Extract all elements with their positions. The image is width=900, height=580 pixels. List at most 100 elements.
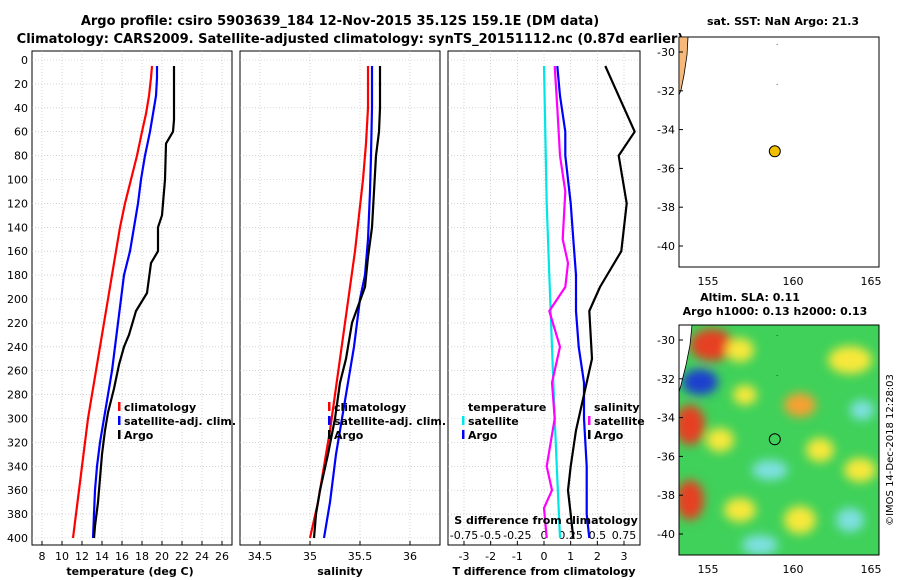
temperature-grid [32,51,232,545]
temperature-panel: 0 20 40 60 80 100 120 140 160 180 200 220 240 260 280 3… [7,50,236,578]
legend-label-temp-satellite: satellite [468,415,519,428]
altimetry-map-frame [678,324,880,556]
s-difference-tick-label: 0.75 [612,529,637,542]
sst-map-island-mark: . [776,39,778,47]
sla-blob [682,369,718,395]
depth-tick-label: 100 [7,174,28,187]
sla-blob [784,393,816,417]
difference-legend-temperature: temperature satellite Argo [462,401,546,442]
x-tick-label: 10 [55,550,69,563]
title-line-2: Climatology: CARS2009. Satellite-adjuste… [17,32,684,47]
depth-tick-label: 400 [7,532,28,545]
lat-tick-label: -32 [657,85,675,98]
x-tick-label: 12 [75,550,89,563]
depth-tick-label: 140 [7,221,28,234]
s-difference-tick-label: 0.25 [558,529,583,542]
series-line-climatology [308,66,370,539]
sla-blob [690,329,734,361]
sst-map-frame [678,36,880,268]
x-tick-label: 2 [594,550,601,563]
depth-tick-label: 260 [7,365,28,378]
temperature-xlabel: temperature (deg C) [66,565,193,578]
sla-blob [733,385,757,405]
difference-legend-salinity: salinity satellite Argo [588,401,645,442]
legend-label-satellite: satellite-adj. clim. [124,415,236,428]
depth-tick-label: 280 [7,389,28,402]
sla-blob [752,460,788,480]
x-tick-label: 35 [303,550,317,563]
series-line-climatology [71,65,154,539]
lat-tick-label: -30 [657,334,675,347]
salinity-axes-box [239,50,441,546]
x-tick-label: 34.5 [248,550,273,563]
x-tick-label: 35.5 [348,550,373,563]
lon-tick-label: 155 [698,275,719,288]
sla-anomaly-blobs [679,329,876,555]
lat-tick-label: -34 [657,412,675,425]
sla-blob [679,480,704,520]
salinity-series [308,66,382,539]
series-line-argo [92,66,176,539]
temperature-axes-box [31,50,233,546]
salinity-tick-labels: 34.5 35 35.5 36 [248,550,417,563]
altimetry-island-mark: . [776,330,778,338]
x-tick-label: -1 [512,550,523,563]
depth-tick-label: 320 [7,436,28,449]
sla-blob [726,338,754,362]
sla-blob [828,346,872,374]
lon-tick-label: 165 [861,275,882,288]
series-line-salinity-argo [566,65,636,539]
depth-tick-label: 120 [7,197,28,210]
salinity-grid [240,51,440,545]
sla-blob [844,458,876,482]
series-line-temperature-argo [556,65,591,539]
s-difference-xlabel: S difference from climatology [454,514,638,527]
lat-tick-label: -38 [657,201,675,214]
sla-blob [836,508,864,532]
float-position-marker [768,433,781,446]
x-tick-label: 0 [541,550,548,563]
lon-tick-label: 155 [698,563,719,576]
lat-tick-label: -40 [657,240,675,253]
legend-title-salinity: salinity [594,401,640,414]
legend-label-argo: Argo [124,429,154,442]
lat-tick-label: -36 [657,162,675,175]
depth-tick-label: 340 [7,460,28,473]
legend-label-climatology: climatology [334,401,406,414]
lat-tick-label: -36 [657,450,675,463]
x-tick-label: -2 [485,550,496,563]
altimetry-title-2: Argo h1000: 0.13 h2000: 0.13 [683,305,868,318]
legend-swatch-sal-argo [588,430,591,439]
temperature-tick-labels: 8 10 12 14 16 18 20 22 24 26 [39,550,230,563]
sla-blob [784,506,816,534]
x-tick-label: 24 [195,550,209,563]
legend-swatch-climatology [328,402,331,411]
credit-text: ©IMOS 14-Dec-2018 12:28:03 [885,374,896,526]
altimetry-map-coastline [679,325,693,393]
x-tick-label: 36 [403,550,417,563]
depth-tick-label: 180 [7,269,28,282]
t-difference-tick-labels: -3 -2 -1 0 1 2 3 [459,550,628,563]
title-line-1: Argo profile: csiro 5903639_184 12-Nov-2… [81,14,599,29]
salinity-panel: 34.5 35 35.5 36 salinity climatology satell… [239,50,446,578]
legend-label-sal-argo: Argo [594,429,624,442]
depth-tick-label: 240 [7,341,28,354]
altimetry-field [679,325,879,555]
float-position-marker [768,145,781,158]
altimetry-island-mark: . [776,370,778,378]
lon-tick-label: 165 [861,563,882,576]
depth-tick-label: 380 [7,508,28,521]
lat-tick-label: -32 [657,373,675,386]
salinity-legend: climatology satellite-adj. clim. Argo [328,401,446,442]
series-line-argo [312,66,382,539]
s-difference-tick-label: 0.5 [589,529,607,542]
sla-blob [806,438,834,462]
sla-blob [850,400,874,420]
depth-tick-label: 360 [7,484,28,497]
s-difference-tick-label: -0.75 [450,529,478,542]
depth-tick-label: 0 [21,54,28,67]
difference-series [542,65,636,539]
x-tick-label: 18 [135,550,149,563]
sla-blob [706,428,734,452]
